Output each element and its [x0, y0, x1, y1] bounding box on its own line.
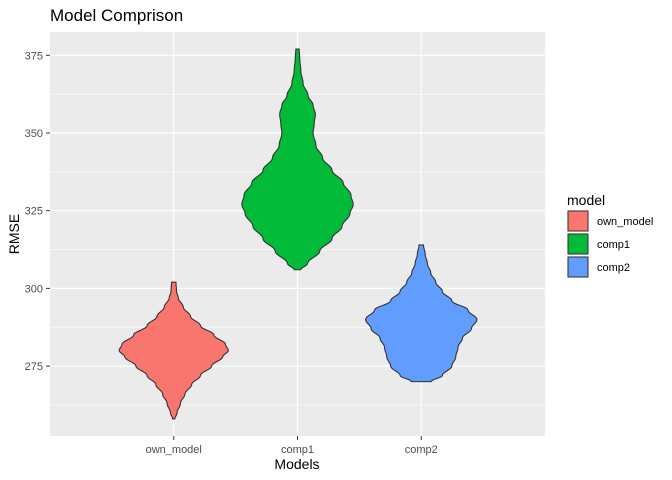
legend-swatch-own_model — [567, 210, 589, 232]
y-axis-title: RMSE — [6, 214, 22, 254]
legend-label: comp1 — [597, 239, 630, 251]
legend-label: comp2 — [597, 262, 630, 274]
legend-swatch-comp1 — [567, 233, 589, 255]
y-tick-label: 325 — [25, 206, 43, 218]
x-axis-title: Models — [274, 456, 319, 472]
legend-title: model — [567, 192, 605, 208]
legend-label: own_model — [597, 216, 653, 228]
y-tick-label: 275 — [25, 361, 43, 373]
y-tick-label: 350 — [25, 128, 43, 140]
legend-swatch-comp2 — [567, 256, 589, 278]
x-tick-label: own_model — [146, 444, 202, 456]
violins — [118, 48, 478, 420]
violin-comp1 — [241, 48, 354, 271]
violin-comp2 — [365, 244, 478, 383]
legend: model own_model comp1 comp2 — [567, 192, 653, 278]
x-axis: own_model comp1 comp2 — [146, 436, 438, 456]
y-tick-label: 300 — [25, 283, 43, 295]
y-tick-label: 375 — [25, 50, 43, 62]
chart-title: Model Comprison — [50, 6, 183, 25]
violin-own_model — [118, 281, 229, 420]
x-tick-label: comp2 — [405, 444, 438, 456]
y-axis: 275 300 325 350 375 — [25, 50, 50, 373]
x-tick-label: comp1 — [281, 444, 314, 456]
